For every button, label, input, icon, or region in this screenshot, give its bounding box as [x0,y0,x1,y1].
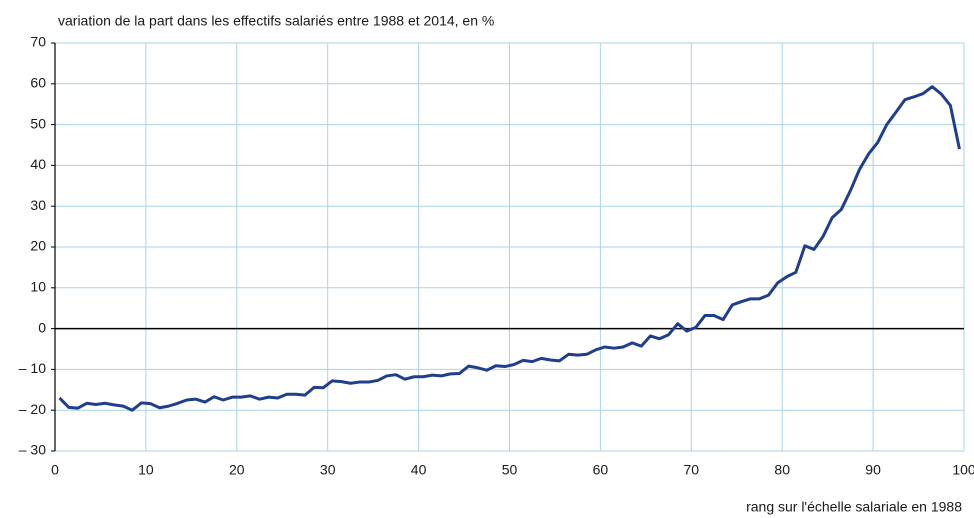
y-tick-label: 70 [30,34,46,50]
x-tick-label: 80 [774,462,790,478]
y-tick-label: 20 [30,238,46,254]
x-tick-label: 20 [229,462,245,478]
y-tick-label: 60 [30,75,46,91]
chart-title: variation de la part dans les effectifs … [58,13,494,29]
y-tick-label: 50 [30,115,46,131]
y-tick-label: 0 [38,319,46,335]
data-line [58,85,961,412]
x-tick-label: 10 [138,462,154,478]
y-tick-label: – 30 [19,442,46,458]
y-tick-label: 30 [30,197,46,213]
y-tick-label: – 10 [19,360,46,376]
x-tick-label: 0 [51,462,59,478]
x-tick-label: 60 [593,462,609,478]
x-tick-label: 70 [684,462,700,478]
x-tick-label: 30 [320,462,336,478]
y-tick-label: 10 [30,279,46,295]
x-tick-label: 40 [411,462,427,478]
y-tick-label: 40 [30,156,46,172]
x-tick-label: 100 [952,462,974,478]
x-tick-label: 50 [502,462,518,478]
y-tick-label: – 20 [19,401,46,417]
x-tick-label: 90 [865,462,881,478]
x-axis-label: rang sur l'échelle salariale en 1988 [746,499,962,515]
